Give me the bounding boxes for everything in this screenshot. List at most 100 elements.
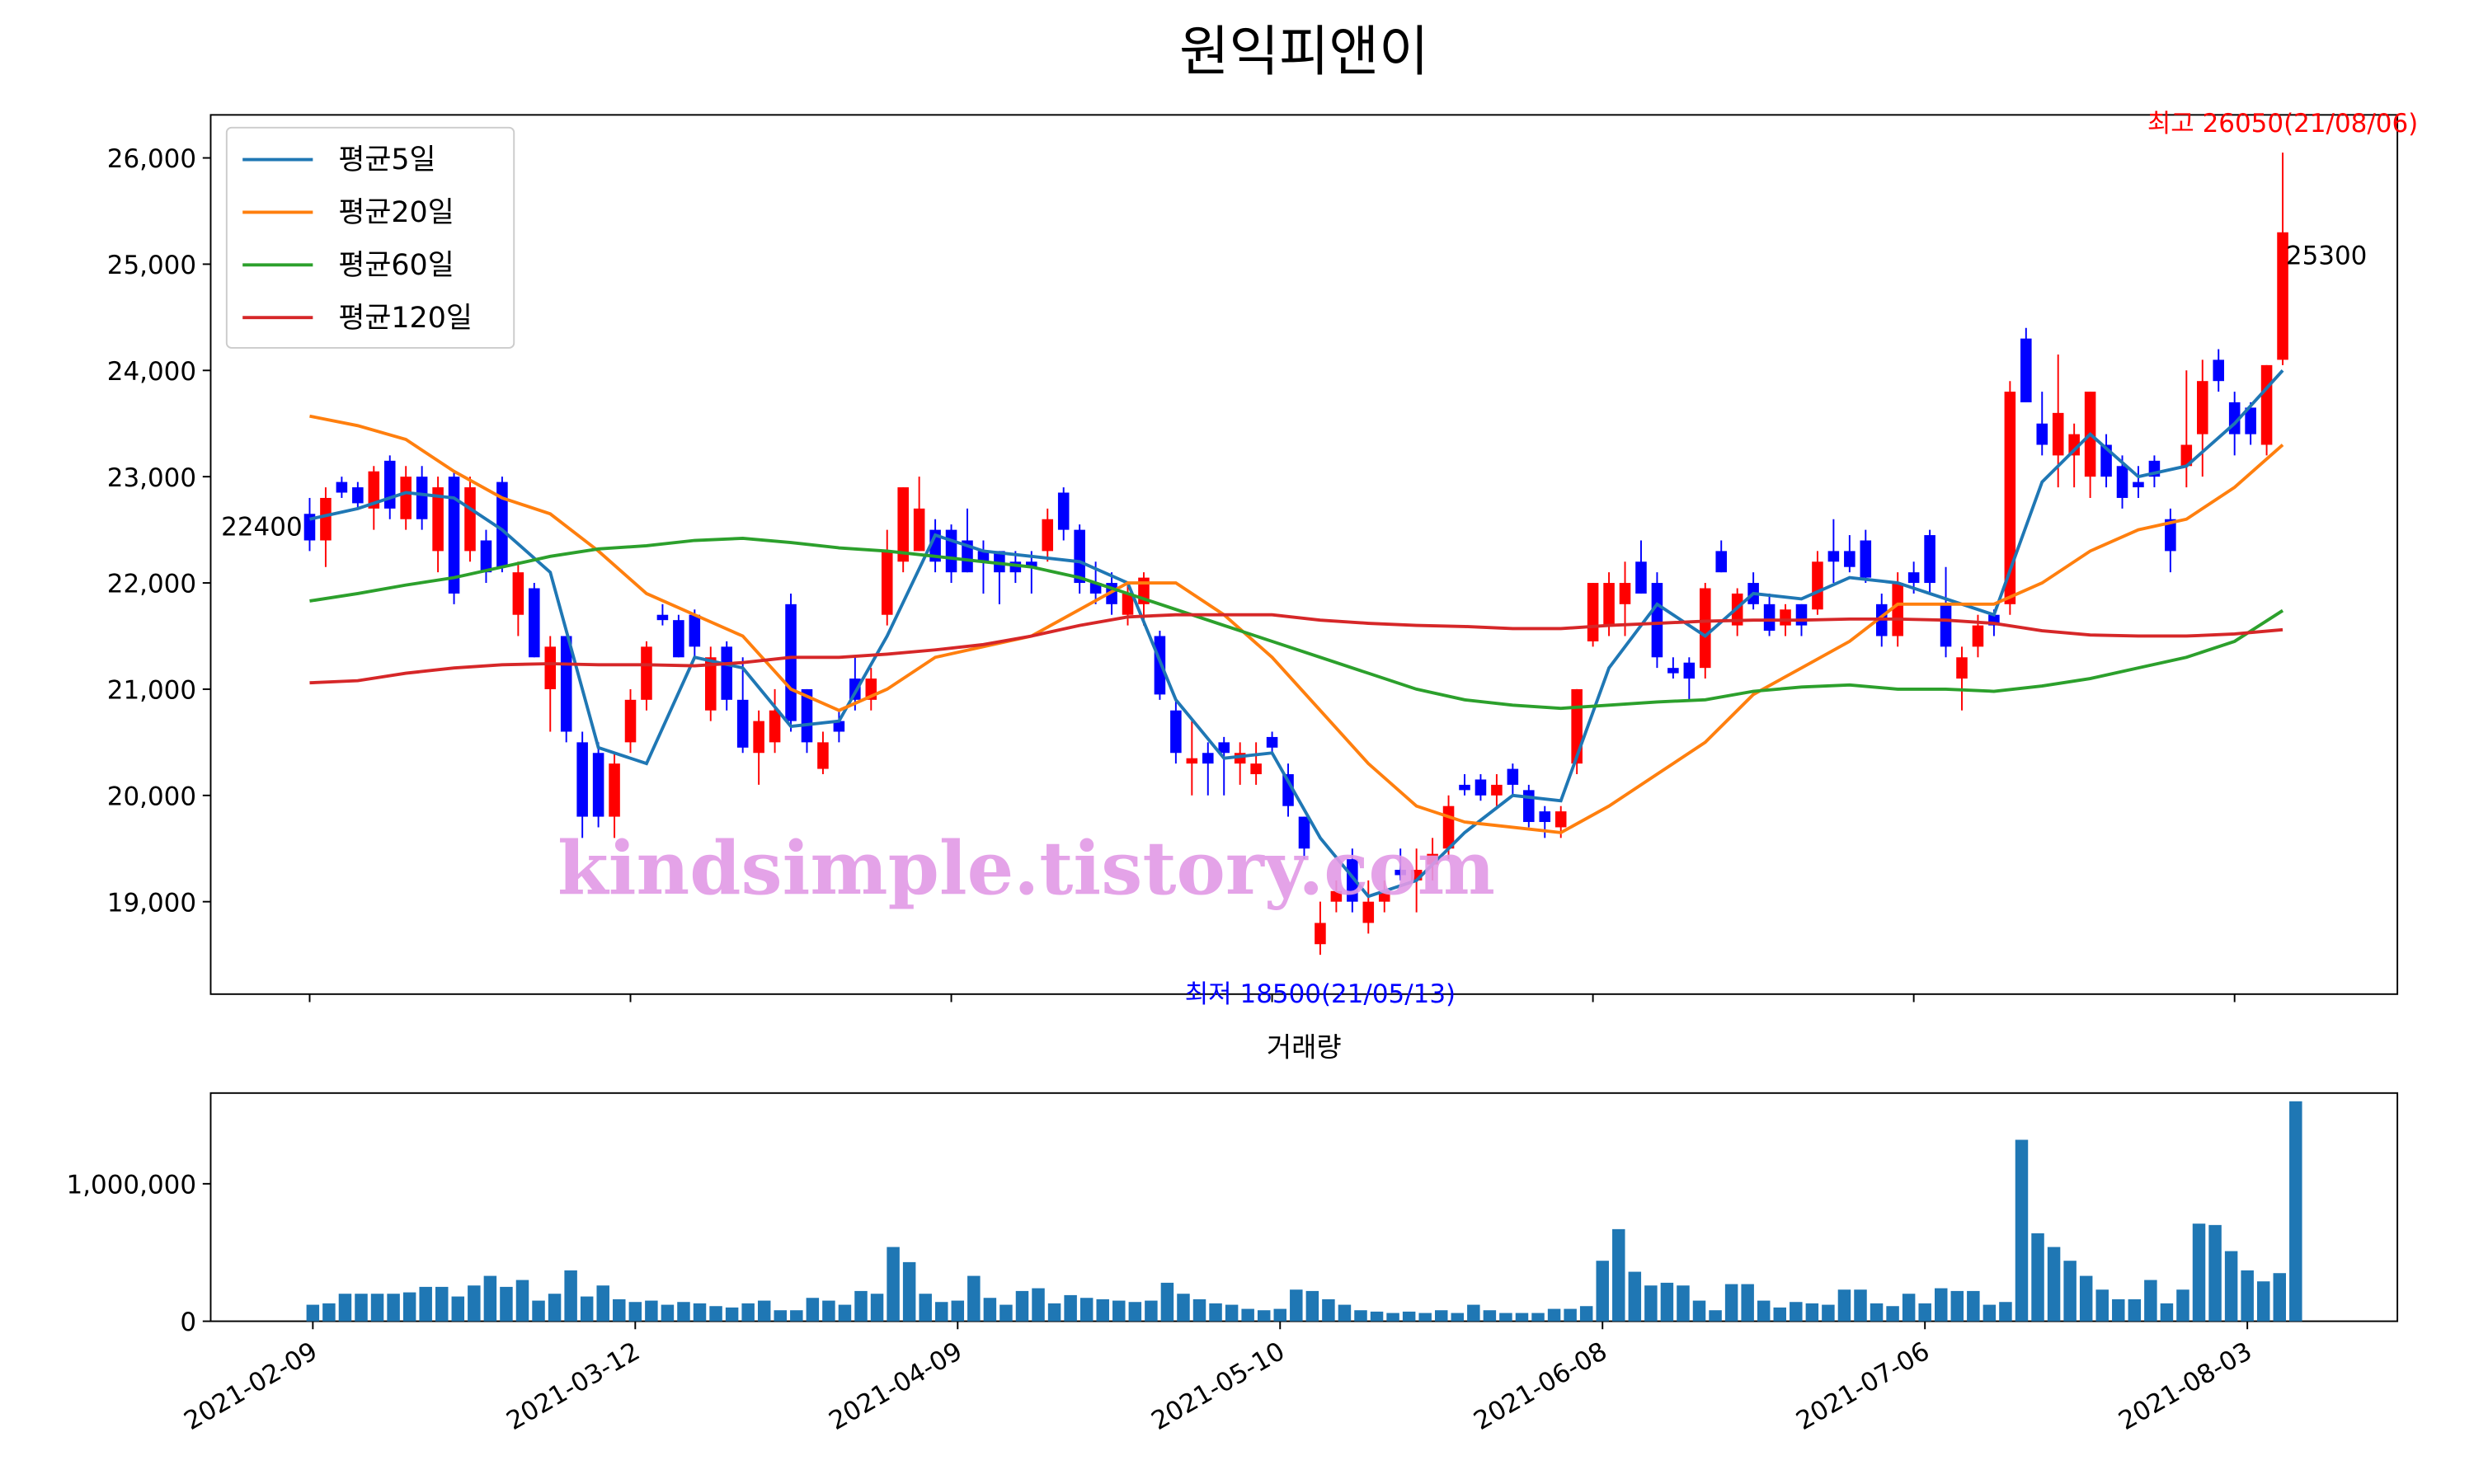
candle-body — [1378, 890, 1390, 902]
candle-body — [1907, 572, 1920, 584]
candle-body — [1972, 625, 1984, 647]
candle-body — [592, 753, 604, 817]
candle-body — [1491, 784, 1503, 796]
volume-bar — [1112, 1300, 1126, 1322]
volume-bar — [1805, 1303, 1819, 1322]
volume-bar — [1483, 1310, 1497, 1322]
candle-body — [769, 710, 781, 743]
candle-body — [1347, 859, 1358, 902]
candle-body — [1026, 561, 1037, 567]
volume-bar — [1418, 1313, 1432, 1322]
candle-body — [913, 508, 925, 552]
volume-bar — [596, 1285, 609, 1322]
volume-bar — [709, 1306, 722, 1322]
candle-body — [576, 742, 588, 817]
volume-bar — [1531, 1313, 1545, 1322]
candle-body — [833, 721, 845, 732]
candle-body — [962, 540, 973, 573]
candle-body — [977, 551, 990, 562]
volume-bar — [1854, 1289, 1867, 1322]
candle-body — [1330, 890, 1343, 902]
candle-body — [383, 460, 396, 509]
candle-body — [897, 487, 909, 562]
y-tick-label: 21,000 — [107, 676, 196, 706]
candle-body — [1667, 668, 1679, 674]
volume-bar — [1886, 1306, 1899, 1322]
volume-bar — [725, 1307, 739, 1322]
candle-body — [1074, 529, 1085, 584]
price-frame — [209, 114, 2399, 995]
volume-bar — [1677, 1285, 1690, 1322]
y-tick-label: 26,000 — [107, 144, 196, 174]
volume-bar — [1515, 1313, 1529, 1322]
volume-bar — [1145, 1300, 1158, 1322]
volume-bar — [806, 1298, 820, 1322]
ma-line — [309, 536, 2284, 711]
volume-bar — [1079, 1298, 1094, 1322]
candle-body — [2180, 444, 2193, 467]
candle-body — [1924, 535, 1935, 584]
candle-body — [624, 699, 637, 743]
candle-body — [721, 646, 732, 700]
candle-body — [544, 646, 557, 689]
volume-bar — [1370, 1311, 1384, 1322]
volume-bar — [790, 1310, 803, 1322]
volume-bar — [741, 1303, 755, 1322]
volume-bar — [2095, 1289, 2109, 1322]
volume-bar — [1950, 1290, 1964, 1322]
candle-body — [689, 614, 701, 647]
legend-label: 평균120일 — [338, 302, 473, 335]
candle-body — [1475, 779, 1487, 796]
candle-body — [2165, 519, 2176, 552]
candle-body — [1282, 774, 1294, 806]
candle-body — [352, 487, 364, 504]
watermark: kindsimple.tistory.com — [557, 824, 1495, 911]
candle-body — [785, 603, 797, 721]
candle-body — [753, 721, 764, 754]
y-tick-label: 23,000 — [107, 463, 196, 493]
y-tick-label: 19,000 — [107, 888, 196, 918]
candle-body — [1587, 583, 1599, 641]
candle-body — [2133, 481, 2144, 488]
y-tick-label: 1,000,000 — [67, 1170, 197, 1200]
candle-body — [1507, 768, 1519, 785]
volume-bar — [548, 1294, 562, 1322]
volume-bar — [838, 1304, 852, 1322]
candle-body — [1715, 551, 1727, 573]
volume-bar — [387, 1294, 400, 1322]
volume-bar — [2063, 1261, 2077, 1322]
candle-body — [1619, 583, 1631, 604]
candle-body — [1170, 710, 1182, 754]
candle-body — [336, 481, 348, 493]
y-tick-label: 24,000 — [107, 357, 196, 387]
candle-body — [1089, 583, 1102, 594]
volume-bar — [1096, 1298, 1109, 1322]
legend-label: 평균20일 — [338, 196, 454, 229]
annotation: 최고 26050(21/08/06) — [2147, 109, 2418, 139]
volume-bar — [451, 1296, 465, 1322]
volume-bar — [1015, 1290, 1029, 1322]
y-tick-label: 20,000 — [107, 782, 196, 811]
volume-bar — [1451, 1313, 1465, 1322]
volume-bar — [1209, 1303, 1222, 1322]
volume-bar — [1612, 1228, 1625, 1322]
volume-bar — [1596, 1261, 1609, 1322]
volume-bar — [693, 1303, 707, 1322]
volume-bar — [1402, 1311, 1416, 1322]
volume-bar — [338, 1294, 352, 1322]
candle-body — [673, 620, 684, 658]
volume-bar — [919, 1294, 932, 1322]
volume-bar — [1273, 1308, 1286, 1322]
volume-bar — [774, 1310, 787, 1322]
volume-bar — [1305, 1290, 1319, 1322]
candle-body — [1956, 657, 1968, 679]
legend-box — [225, 126, 515, 349]
volume-bar — [2273, 1273, 2286, 1322]
x-tick-label: 2021-04-09 — [824, 1336, 967, 1436]
candle-body — [1250, 763, 1262, 775]
volume-bar — [887, 1247, 900, 1322]
volume-bar — [1257, 1310, 1271, 1322]
volume-bar — [1177, 1294, 1190, 1322]
candle-body — [2116, 466, 2128, 498]
candle-body — [1459, 784, 1470, 791]
